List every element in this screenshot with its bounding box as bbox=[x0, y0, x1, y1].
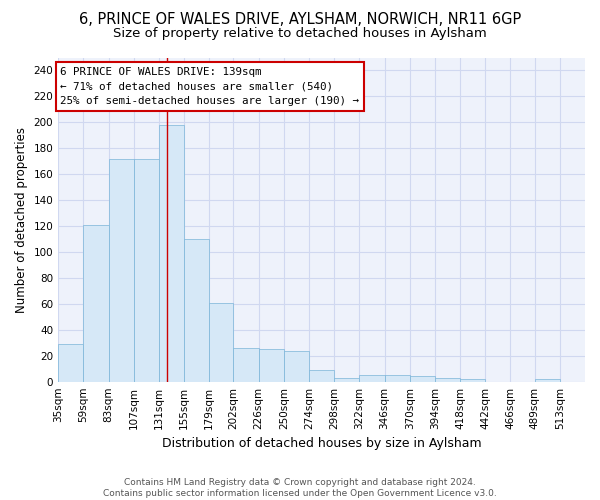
Bar bbox=[259, 350, 284, 382]
Bar bbox=[334, 378, 359, 382]
Bar bbox=[460, 379, 485, 382]
Bar bbox=[109, 158, 134, 382]
Text: 6, PRINCE OF WALES DRIVE, AYLSHAM, NORWICH, NR11 6GP: 6, PRINCE OF WALES DRIVE, AYLSHAM, NORWI… bbox=[79, 12, 521, 28]
Bar bbox=[385, 375, 410, 382]
Text: Contains HM Land Registry data © Crown copyright and database right 2024.
Contai: Contains HM Land Registry data © Crown c… bbox=[103, 478, 497, 498]
Bar bbox=[83, 225, 109, 382]
Bar bbox=[58, 344, 83, 382]
X-axis label: Distribution of detached houses by size in Aylsham: Distribution of detached houses by size … bbox=[162, 437, 481, 450]
Bar bbox=[134, 158, 159, 382]
Bar bbox=[284, 350, 309, 382]
Y-axis label: Number of detached properties: Number of detached properties bbox=[15, 126, 28, 312]
Bar bbox=[309, 370, 334, 382]
Text: 6 PRINCE OF WALES DRIVE: 139sqm
← 71% of detached houses are smaller (540)
25% o: 6 PRINCE OF WALES DRIVE: 139sqm ← 71% of… bbox=[60, 66, 359, 106]
Bar bbox=[184, 239, 209, 382]
Bar bbox=[359, 375, 385, 382]
Text: Size of property relative to detached houses in Aylsham: Size of property relative to detached ho… bbox=[113, 28, 487, 40]
Bar bbox=[535, 379, 560, 382]
Bar bbox=[410, 376, 435, 382]
Bar bbox=[209, 302, 233, 382]
Bar bbox=[435, 378, 460, 382]
Bar bbox=[159, 125, 184, 382]
Bar bbox=[233, 348, 259, 382]
